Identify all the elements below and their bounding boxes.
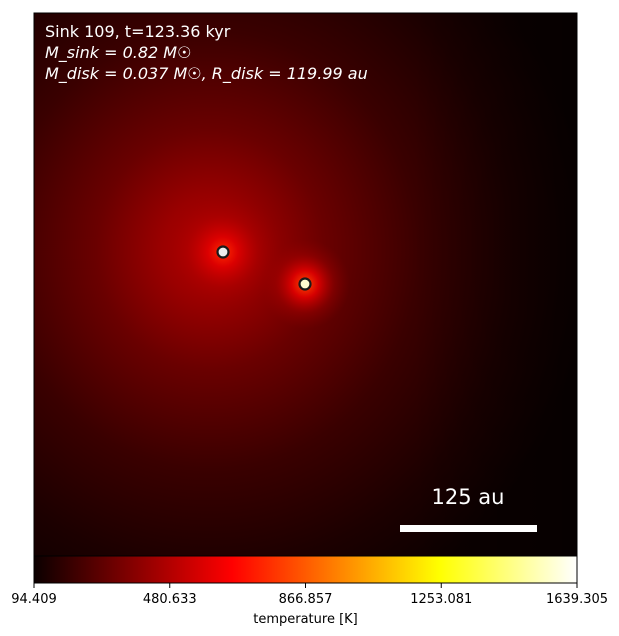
disk-properties-line: M_disk = 0.037 M☉, R_disk = 119.99 au — [45, 64, 368, 84]
colorbar-tick-label: 866.857 — [279, 592, 333, 607]
sink-marker-a — [216, 245, 230, 259]
panel-title-line: Sink 109, t=123.36 kyr — [45, 22, 231, 41]
colorbar-tick-label: 1639.305 — [546, 592, 608, 607]
colorbar-tick-label: 94.409 — [11, 592, 57, 607]
scalebar — [400, 525, 537, 532]
colorbar-tick-labels: 94.409 480.633 866.857 1253.081 1639.305 — [11, 592, 608, 607]
sink-mass-line: M_sink = 0.82 M☉ — [45, 43, 191, 63]
scalebar-label: 125 au — [432, 485, 505, 509]
colorbar — [33, 555, 578, 584]
colorbar-tick-label: 480.633 — [143, 592, 197, 607]
colorbar-ticks — [33, 583, 578, 588]
sink-marker-b — [298, 277, 312, 291]
colorbar-axis-label: temperature [K] — [253, 612, 358, 627]
colorbar-tick-label: 1253.081 — [410, 592, 472, 607]
